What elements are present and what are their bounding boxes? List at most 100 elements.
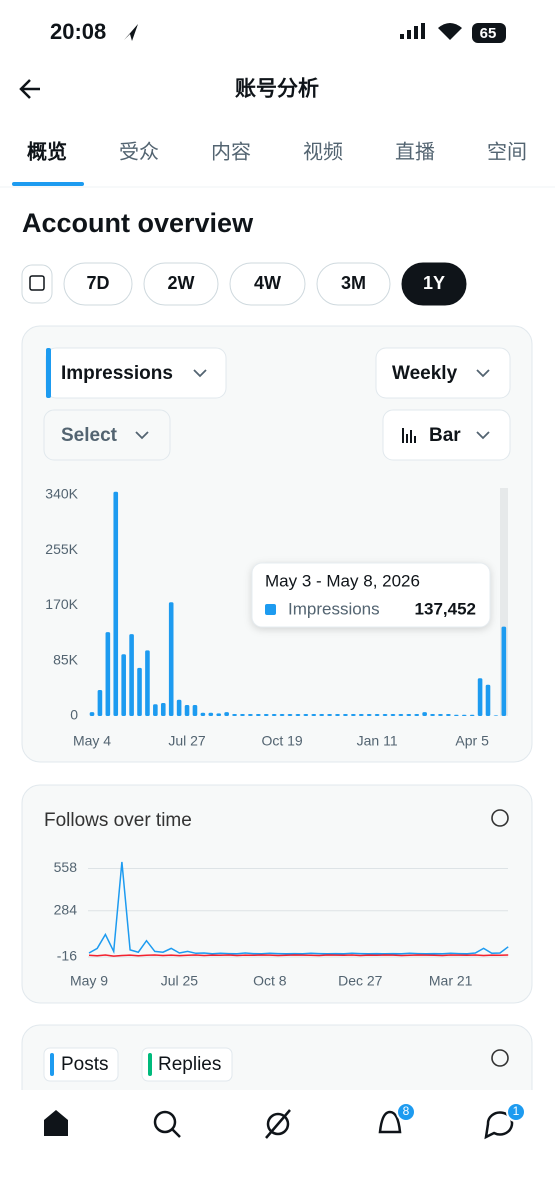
impressions-chart: 0 85K 170K 255K 340K May 4 Jul 27 Oct 19 Jan 11 A… <box>45 486 507 749</box>
bar <box>248 714 253 716</box>
bar <box>303 714 309 716</box>
badge-count: 1 <box>513 1104 520 1118</box>
chevron <box>135 431 149 440</box>
badge <box>506 1102 526 1122</box>
bar <box>382 714 388 716</box>
bar <box>374 714 380 716</box>
bar <box>216 713 222 716</box>
bar <box>390 714 396 716</box>
tooltip-swatch <box>265 604 276 615</box>
signal-icon <box>400 23 425 39</box>
bar <box>311 714 317 716</box>
range-pill[interactable] <box>63 262 133 306</box>
tab[interactable]: 概览 <box>27 139 67 163</box>
calendar-icon <box>29 275 45 291</box>
bar <box>176 699 182 716</box>
x-tick-label: May 9 <box>70 973 108 989</box>
y-tick-label: 284 <box>54 901 78 917</box>
bar <box>469 714 475 716</box>
calendar-button[interactable] <box>21 264 53 304</box>
range-pills: 7D 2W 4W 3M 1Y <box>63 262 467 306</box>
y-tick-label: -16 <box>57 948 77 964</box>
range-label: 1Y <box>423 273 445 293</box>
bar <box>129 634 134 716</box>
range-pill[interactable] <box>401 262 467 306</box>
chip-label: Replies <box>158 1054 221 1075</box>
x-tick-label: Oct 8 <box>253 973 287 989</box>
tab-indicator <box>12 182 84 186</box>
chip[interactable] <box>43 1047 119 1082</box>
follows-card <box>21 784 533 1004</box>
style-dropdown[interactable] <box>382 409 511 461</box>
range-pill[interactable] <box>143 262 219 306</box>
battery-level: 65 <box>480 25 497 42</box>
chip-color <box>148 1053 152 1076</box>
bar <box>271 714 277 716</box>
y-tick-label: 340K <box>45 486 78 502</box>
bar <box>263 714 269 716</box>
bar <box>137 667 142 716</box>
chip[interactable] <box>141 1047 233 1082</box>
range-label: 2W <box>168 273 195 293</box>
x-tick-label: Mar 21 <box>429 973 473 989</box>
bar <box>430 714 435 716</box>
compare-dropdown[interactable] <box>43 409 171 461</box>
x-tick-label: Apr 5 <box>455 733 489 749</box>
bar <box>105 632 111 716</box>
bar <box>168 602 174 716</box>
y-tick-label: 170K <box>45 596 78 612</box>
info-icon[interactable] <box>491 1049 509 1067</box>
bar <box>153 704 158 716</box>
bar <box>438 714 443 716</box>
style-label: Bar <box>429 425 461 446</box>
interval-dropdown[interactable] <box>375 347 511 399</box>
grok-icon[interactable] <box>266 1112 290 1136</box>
bar <box>240 714 245 716</box>
badge <box>396 1102 416 1122</box>
tab[interactable]: 受众 <box>119 140 159 163</box>
bar <box>319 714 324 716</box>
x-tick-label: Dec 27 <box>338 973 383 989</box>
bar <box>485 684 491 716</box>
bar <box>97 690 103 716</box>
location-icon <box>124 24 138 41</box>
search-icon[interactable] <box>153 1110 177 1134</box>
chevron <box>476 431 490 440</box>
metric-color <box>46 348 51 398</box>
tab[interactable]: 内容 <box>211 140 251 163</box>
page-title: 账号分析 <box>235 77 319 101</box>
notifications-icon[interactable] <box>378 1110 402 1134</box>
back-button[interactable] <box>19 79 40 99</box>
bar <box>200 712 206 716</box>
tab-bar: 概览 受众 内容 视频 直播 空间 <box>27 139 527 163</box>
bar <box>224 712 229 716</box>
tab[interactable]: 直播 <box>395 140 435 163</box>
bar <box>358 714 364 716</box>
bar <box>145 650 150 716</box>
tab[interactable]: 空间 <box>487 140 527 163</box>
range-pill[interactable] <box>316 262 391 306</box>
y-tick-label: 558 <box>54 859 78 875</box>
tab[interactable]: 视频 <box>303 140 343 163</box>
info-icon[interactable] <box>491 809 509 827</box>
wifi-icon <box>438 23 462 40</box>
chart-title: Follows over time <box>44 810 192 831</box>
badge-count: 8 <box>403 1104 410 1118</box>
tab-bar-bottom <box>0 1090 555 1200</box>
bar <box>454 714 459 716</box>
chevron <box>193 369 207 378</box>
bar <box>160 703 166 716</box>
time: 20:08 <box>50 19 106 44</box>
tooltip-title: May 3 - May 8, 2026 <box>265 571 420 590</box>
bar <box>501 626 507 716</box>
bar <box>493 715 499 716</box>
range-pill[interactable] <box>229 262 306 306</box>
bar <box>279 714 285 716</box>
chip-color <box>50 1053 54 1076</box>
bar <box>287 714 293 716</box>
home-icon[interactable] <box>44 1110 68 1136</box>
search-handle <box>171 1128 181 1138</box>
bar <box>446 714 451 716</box>
y-tick-label: 0 <box>70 707 78 723</box>
